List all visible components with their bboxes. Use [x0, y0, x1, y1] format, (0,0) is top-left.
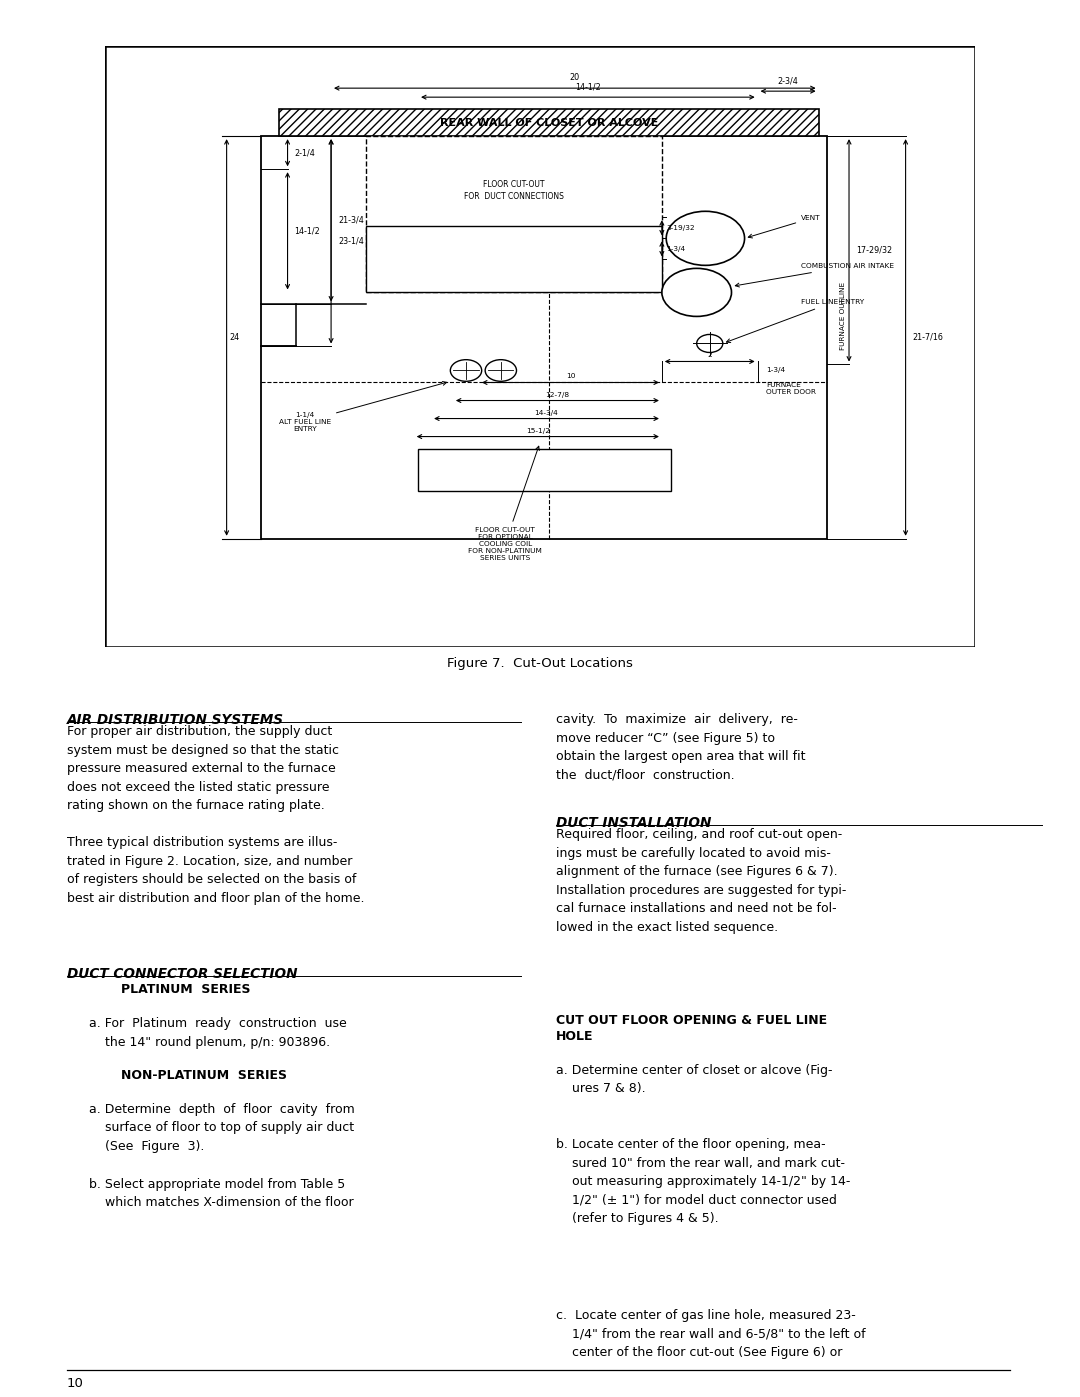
Text: Figure 7.  Cut-Out Locations: Figure 7. Cut-Out Locations: [447, 657, 633, 671]
Text: a. Determine  depth  of  floor  cavity  from
    surface of floor to top of supp: a. Determine depth of floor cavity from …: [89, 1102, 354, 1153]
Text: FURNACE
OUTER DOOR: FURNACE OUTER DOOR: [767, 381, 816, 395]
Text: 10: 10: [67, 1377, 84, 1390]
Text: a. For  Platinum  ready  construction  use
    the 14" round plenum, p/n: 903896: a. For Platinum ready construction use t…: [89, 1017, 347, 1049]
Text: FUEL LINE ENTRY: FUEL LINE ENTRY: [727, 299, 864, 342]
Text: 23-1/4: 23-1/4: [338, 237, 364, 246]
Text: cavity.  To  maximize  air  delivery,  re-
move reducer “C” (see Figure 5) to
ob: cavity. To maximize air delivery, re- mo…: [556, 712, 806, 781]
Text: DUCT INSTALLATION: DUCT INSTALLATION: [556, 816, 712, 830]
Circle shape: [666, 211, 744, 265]
Text: b. Locate center of the floor opening, mea-
    sured 10" from the rear wall, an: b. Locate center of the floor opening, m…: [556, 1139, 851, 1225]
Text: 14-3/4: 14-3/4: [535, 409, 558, 415]
Text: COMBUSTION AIR INTAKE: COMBUSTION AIR INTAKE: [735, 264, 894, 286]
Bar: [366, 137, 662, 292]
Text: REAR WALL OF CLOSET OR ALCOVE: REAR WALL OF CLOSET OR ALCOVE: [440, 117, 658, 127]
Text: b. Select appropriate model from Table 5
    which matches X-dimension of the fl: b. Select appropriate model from Table 5…: [89, 1178, 353, 1208]
Text: NON-PLATINUM  SERIES: NON-PLATINUM SERIES: [121, 1069, 287, 1081]
Circle shape: [450, 359, 482, 381]
Text: 21-3/4: 21-3/4: [338, 215, 364, 225]
Text: FLOOR CUT-OUT
FOR OPTIONAL
COOLING COIL
FOR NON-PLATINUM
SERIES UNITS: FLOOR CUT-OUT FOR OPTIONAL COOLING COIL …: [469, 446, 542, 560]
Text: 3-19/32: 3-19/32: [666, 225, 694, 231]
Text: c.  Locate center of gas line hole, measured 23-
    1/4" from the rear wall and: c. Locate center of gas line hole, measu…: [556, 1309, 866, 1359]
Text: 1-3/4: 1-3/4: [666, 246, 686, 251]
Text: 12-7/8: 12-7/8: [545, 391, 569, 398]
Text: 15-1/2: 15-1/2: [526, 427, 550, 433]
Text: FLOOR CUT-OUT
FOR  DUCT CONNECTIONS: FLOOR CUT-OUT FOR DUCT CONNECTIONS: [464, 180, 564, 201]
Bar: [261, 137, 827, 539]
Text: CUT OUT FLOOR OPENING & FUEL LINE
HOLE: CUT OUT FLOOR OPENING & FUEL LINE HOLE: [556, 1014, 827, 1042]
Circle shape: [697, 334, 723, 352]
Text: 14-1/2: 14-1/2: [575, 82, 600, 91]
Bar: [366, 226, 662, 292]
Text: PLATINUM  SERIES: PLATINUM SERIES: [121, 983, 251, 996]
Text: 2-1/4: 2-1/4: [295, 148, 315, 158]
Text: 2: 2: [707, 352, 712, 359]
Bar: [418, 448, 671, 490]
Text: 1-1/4
ALT FUEL LINE
ENTRY: 1-1/4 ALT FUEL LINE ENTRY: [279, 381, 447, 432]
Text: DUCT CONNECTOR SELECTION: DUCT CONNECTOR SELECTION: [67, 967, 297, 981]
Text: 21-7/16: 21-7/16: [913, 332, 944, 342]
Text: 24: 24: [230, 332, 240, 342]
Text: FURNACE OUTLINE: FURNACE OUTLINE: [840, 282, 847, 351]
Circle shape: [485, 359, 516, 381]
Text: 2-3/4: 2-3/4: [778, 77, 798, 85]
Text: Required floor, ceiling, and roof cut-out open-
ings must be carefully located t: Required floor, ceiling, and roof cut-ou…: [556, 828, 847, 935]
Text: VENT: VENT: [748, 215, 821, 237]
Text: AIR DISTRIBUTION SYSTEMS: AIR DISTRIBUTION SYSTEMS: [67, 712, 284, 726]
Text: For proper air distribution, the supply duct
system must be designed so that the: For proper air distribution, the supply …: [67, 725, 364, 905]
Text: a. Determine center of closet or alcove (Fig-
    ures 7 & 8).: a. Determine center of closet or alcove …: [556, 1063, 833, 1095]
Text: 20: 20: [570, 73, 580, 82]
Circle shape: [662, 268, 731, 317]
Text: 14-1/2: 14-1/2: [295, 226, 321, 235]
Text: 1-3/4: 1-3/4: [767, 367, 785, 373]
Text: 17-29/32: 17-29/32: [856, 246, 892, 254]
Bar: [279, 109, 819, 137]
Text: 10: 10: [566, 373, 576, 380]
